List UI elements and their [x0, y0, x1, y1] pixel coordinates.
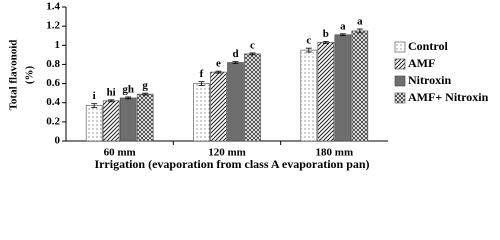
- chart: Total flavonoid (%) Irrigation (evaporat…: [8, 1, 489, 171]
- bar: [102, 100, 120, 142]
- error-bar: [322, 41, 329, 44]
- error-bar: [108, 99, 115, 103]
- legend-swatch: [394, 58, 406, 70]
- bar: [85, 105, 103, 142]
- legend-swatch: [394, 75, 406, 87]
- significance-letter: gh: [122, 84, 134, 96]
- error-bar: [249, 52, 256, 56]
- significance-letter: a: [340, 20, 346, 32]
- y-tick-label: 0.6: [46, 77, 60, 89]
- legend-swatch: [394, 92, 406, 104]
- y-axis-label: (%): [24, 66, 36, 85]
- legend-label: AMF+ Nitroxin: [408, 90, 489, 104]
- y-tick-label: 1.2: [46, 20, 60, 32]
- x-axis-label: Irrigation (evaporation from class A eva…: [94, 157, 369, 171]
- error-bar: [305, 47, 312, 53]
- significance-letter: b: [323, 28, 329, 40]
- error-bar: [91, 103, 98, 108]
- y-tick-label: 0.4: [46, 96, 60, 108]
- significance-letter: c: [306, 35, 311, 47]
- error-bar: [232, 61, 239, 64]
- bar: [244, 53, 261, 142]
- significance-letter: hi: [107, 86, 116, 98]
- x-tick-label: 120 mm: [208, 147, 246, 159]
- legend-label: AMF: [408, 56, 435, 70]
- significance-letter: c: [250, 39, 255, 51]
- error-bar: [198, 81, 205, 86]
- bar: [351, 30, 369, 142]
- legend-label: Control: [408, 39, 448, 53]
- significance-letter: g: [142, 80, 148, 92]
- bar: [334, 34, 352, 142]
- x-tick-label: 180 mm: [316, 147, 354, 159]
- y-tick-label: 0.8: [46, 58, 60, 70]
- y-tick-label: 1.4: [46, 1, 60, 13]
- y-tick-label: 0.2: [46, 115, 60, 127]
- error-bar: [125, 96, 132, 100]
- error-bar: [215, 70, 222, 74]
- legend-label: Nitroxin: [408, 73, 451, 87]
- bar: [119, 97, 137, 142]
- bar: [300, 49, 318, 142]
- y-tick-label: 0: [55, 135, 61, 147]
- significance-letter: i: [93, 90, 96, 102]
- bar: [136, 93, 154, 142]
- significance-letter: a: [357, 16, 363, 28]
- significance-letter: f: [200, 68, 204, 80]
- legend-swatch: [394, 41, 406, 53]
- bar: [210, 71, 227, 142]
- error-bar: [339, 33, 346, 37]
- bar: [317, 42, 335, 142]
- y-tick-label: 1: [55, 39, 61, 51]
- y-axis-label: Total flavonoid: [8, 40, 20, 111]
- error-bar: [142, 92, 149, 96]
- x-tick-label: 60 mm: [104, 147, 136, 159]
- significance-letter: d: [232, 48, 238, 60]
- error-bar: [356, 28, 363, 34]
- bar: [193, 83, 210, 142]
- significance-letter: e: [216, 58, 221, 70]
- bar: [227, 62, 244, 142]
